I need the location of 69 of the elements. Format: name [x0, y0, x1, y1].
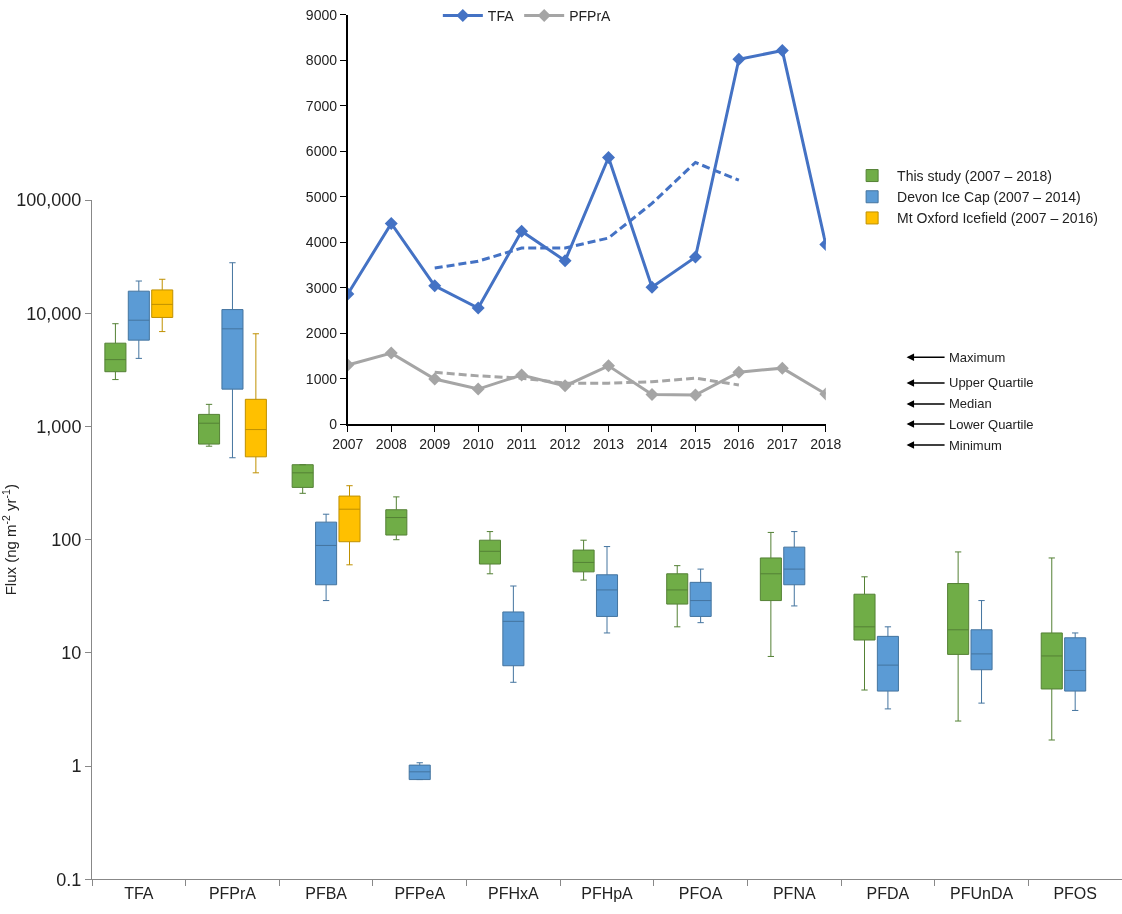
x-tick-label: PFUnDA: [949, 885, 1014, 903]
point: [428, 372, 442, 386]
legend-label: Devon Ice Cap (2007 – 2014): [897, 189, 1081, 206]
x-tick-label: 2018: [810, 435, 842, 452]
point: [471, 382, 485, 396]
annotation: Maximum: [949, 350, 1006, 365]
point: [645, 388, 659, 402]
point: [732, 52, 746, 66]
point: [732, 365, 746, 379]
y-tick-label: 1000: [305, 370, 338, 387]
x-tick-label: PFOA: [678, 885, 723, 903]
x-tick-label: PFHxA: [488, 885, 540, 903]
x-tick-label: PFHpA: [581, 885, 634, 903]
point: [428, 279, 442, 293]
annotation: Upper Quartile: [949, 375, 1034, 390]
point: [688, 388, 702, 402]
x-tick-label: 2010: [462, 435, 494, 452]
y-tick-label: 100,000: [16, 190, 82, 211]
y-tick-label: 7000: [305, 97, 338, 114]
y-tick-label: 4000: [305, 234, 338, 250]
point: [384, 346, 398, 360]
x-tick-label: 2017: [766, 435, 799, 452]
point: [471, 301, 485, 315]
x-tick-label: 2009: [419, 435, 451, 452]
y-tick-label: 1: [71, 756, 82, 777]
x-tick-label: 2008: [375, 435, 408, 452]
point: [775, 361, 789, 375]
y-tick-label: 0.1: [56, 869, 82, 890]
x-tick-label: PFPeA: [394, 885, 446, 903]
point: [645, 280, 659, 294]
legend-label: This study (2007 – 2018): [897, 168, 1052, 185]
line-series: [433, 160, 741, 270]
legend-label: TFA: [487, 8, 515, 25]
x-tick-label: PFOS: [1053, 885, 1097, 903]
x-tick-label: 2013: [592, 435, 625, 452]
x-tick-label: PFDA: [866, 885, 910, 903]
x-tick-label: 2012: [549, 435, 581, 452]
point: [775, 44, 789, 58]
x-tick-label: PFBA: [305, 885, 348, 903]
point: [688, 250, 702, 264]
x-tick-label: 2015: [679, 435, 712, 452]
x-tick-label: 2011: [506, 435, 537, 452]
y-tick-label: 3000: [305, 279, 338, 296]
y-tick-label: 9000: [305, 6, 338, 23]
point: [515, 224, 529, 238]
y-tick-label: 0: [329, 415, 338, 432]
point: [384, 216, 398, 230]
y-tick-label: 8000: [305, 52, 338, 69]
y-tick-label: 10: [61, 643, 82, 664]
point: [602, 359, 616, 373]
y-tick-label: 5000: [305, 188, 338, 205]
legend-label: Mt Oxford Icefield (2007 – 2016): [897, 210, 1098, 227]
x-tick-label: TFA: [124, 885, 154, 903]
point: [602, 150, 616, 164]
y-tick-label: 100: [51, 530, 82, 551]
annotation: Median: [949, 396, 992, 411]
legend-label: PFPrA: [569, 8, 612, 25]
annotation: Lower Quartile: [949, 417, 1034, 432]
point: [558, 254, 572, 268]
x-tick-label: 2014: [636, 435, 668, 452]
y-tick-label: 6000: [305, 143, 338, 160]
x-tick-label: PFPrA: [208, 885, 257, 903]
y-tick-label: 1,000: [36, 416, 82, 437]
x-tick-label: 2007: [332, 435, 364, 452]
x-tick-label: 2016: [723, 435, 755, 452]
y-tick-label: 10,000: [26, 303, 82, 324]
y-tick-label: 2000: [305, 325, 338, 341]
x-tick-label: PFNA: [772, 885, 816, 903]
annotation: Minimum: [949, 438, 1002, 453]
